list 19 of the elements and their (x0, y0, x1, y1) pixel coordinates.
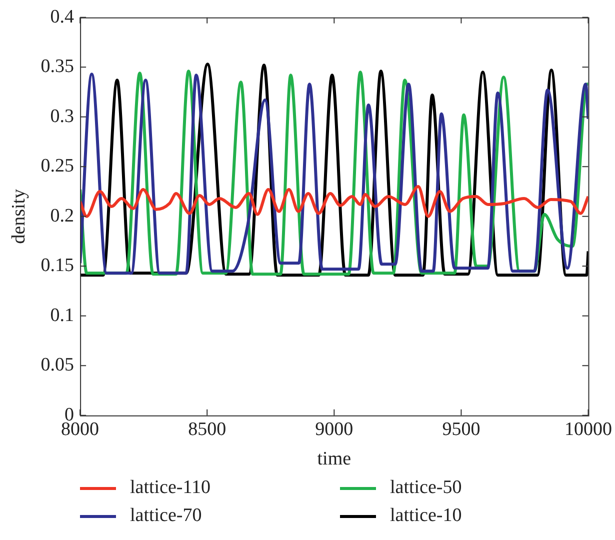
y-tick-label: 0.4 (50, 6, 75, 28)
y-tick-label: 0.05 (40, 354, 74, 376)
legend-label: lattice-110 (130, 477, 211, 499)
y-tick-label: 0.2 (50, 205, 74, 226)
y-tick-label: 0.1 (50, 304, 74, 326)
x-axis-title: time (317, 448, 352, 470)
x-tick-label: 10000 (564, 418, 612, 440)
y-tick-label: 0.25 (40, 156, 74, 177)
x-tick-label: 9500 (442, 418, 480, 440)
y-tick-label: 0.35 (40, 56, 74, 78)
line-series (80, 185, 588, 218)
y-axis-title: density (8, 188, 30, 244)
y-tick-label: 0.3 (50, 106, 74, 127)
x-tick-label: 8500 (188, 418, 226, 440)
x-tick-label: 9000 (315, 418, 354, 440)
legend-label: lattice-10 (390, 505, 462, 527)
y-tick-label: 0.15 (40, 255, 74, 276)
legend-label: lattice-50 (390, 477, 462, 499)
legend-label: lattice-70 (130, 505, 202, 527)
